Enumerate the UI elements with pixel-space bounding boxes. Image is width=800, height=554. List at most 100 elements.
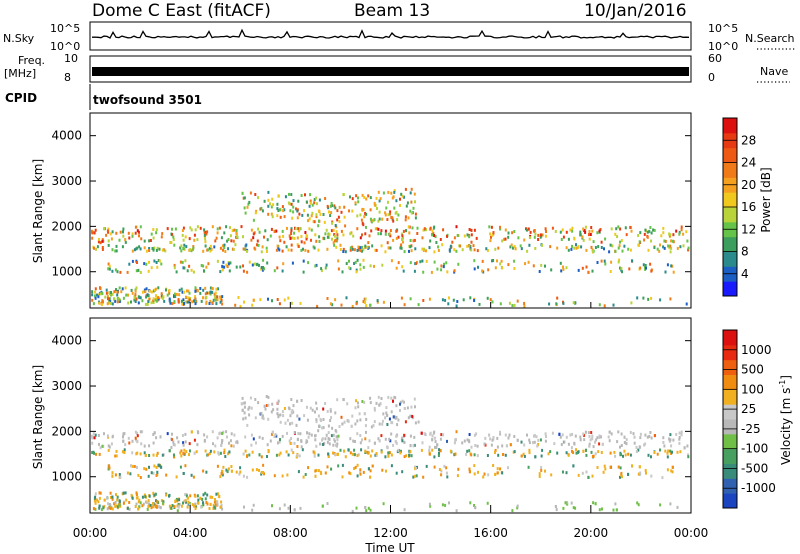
heatmap-cell bbox=[242, 401, 245, 405]
heatmap-cell bbox=[242, 452, 245, 456]
heatmap-cell bbox=[456, 474, 459, 478]
heatmap-cell bbox=[519, 244, 522, 248]
heatmap-cell bbox=[257, 196, 260, 200]
heatmap-cell bbox=[267, 212, 270, 216]
heatmap-cell bbox=[373, 406, 376, 410]
heatmap-cell bbox=[143, 246, 146, 250]
heatmap-cell bbox=[272, 203, 275, 207]
heatmap-cell bbox=[353, 262, 356, 265]
heatmap-cell bbox=[292, 210, 295, 214]
heatmap-cell bbox=[307, 219, 310, 223]
heatmap-cell bbox=[567, 237, 570, 241]
heatmap-cell bbox=[687, 246, 690, 250]
heatmap-cell bbox=[290, 398, 293, 401]
heatmap-cell bbox=[315, 418, 318, 422]
heatmap-cell bbox=[394, 211, 397, 215]
heatmap-cell bbox=[686, 444, 689, 448]
heatmap-cell bbox=[307, 249, 310, 253]
heatmap-cell bbox=[425, 259, 428, 263]
heatmap-cell bbox=[182, 452, 185, 456]
heatmap-cell bbox=[612, 303, 615, 307]
heatmap-cell bbox=[109, 506, 112, 510]
heatmap-cell bbox=[147, 269, 150, 273]
heatmap-cell bbox=[168, 288, 171, 292]
heatmap-cell bbox=[302, 259, 305, 263]
heatmap-cell bbox=[378, 439, 381, 443]
heatmap-cell bbox=[439, 449, 442, 453]
heatmap-cell bbox=[513, 303, 516, 307]
heatmap-cell bbox=[213, 292, 216, 296]
heatmap-cell bbox=[397, 448, 400, 452]
heatmap-cell bbox=[199, 496, 202, 500]
heatmap-cell bbox=[369, 303, 372, 307]
heatmap-cell bbox=[154, 298, 157, 302]
heatmap-cell bbox=[386, 241, 389, 245]
heatmap-cell bbox=[300, 440, 303, 443]
heatmap-cell bbox=[565, 266, 568, 270]
heatmap-cell bbox=[497, 453, 500, 457]
heatmap-cell bbox=[156, 470, 159, 474]
heatmap-cell bbox=[193, 233, 196, 237]
heatmap-cell bbox=[293, 236, 296, 240]
heatmap-cell bbox=[271, 402, 274, 406]
heatmap-cell bbox=[443, 262, 445, 266]
heatmap-cell bbox=[152, 301, 155, 304]
heatmap-cell bbox=[365, 417, 368, 421]
heatmap-cell bbox=[223, 246, 226, 250]
heatmap-cell bbox=[304, 193, 306, 197]
heatmap-cell bbox=[386, 218, 389, 221]
heatmap-cell bbox=[594, 440, 596, 444]
heatmap-cell bbox=[620, 444, 623, 447]
heatmap-cell bbox=[539, 235, 542, 239]
heatmap-cell bbox=[137, 301, 140, 305]
heatmap-cell bbox=[544, 234, 547, 238]
heatmap-cell bbox=[441, 503, 444, 507]
heatmap-cell bbox=[276, 244, 279, 248]
heatmap-cell bbox=[351, 509, 354, 513]
heatmap-cell bbox=[191, 503, 194, 507]
heatmap-cell bbox=[314, 233, 317, 237]
heatmap-cell bbox=[351, 452, 354, 456]
heatmap-cell bbox=[123, 432, 126, 436]
heatmap-cell bbox=[201, 497, 204, 501]
heatmap-cell bbox=[661, 476, 664, 480]
heatmap-cell bbox=[339, 248, 342, 251]
heatmap-cell bbox=[600, 451, 603, 454]
heatmap-cell bbox=[118, 500, 121, 504]
heatmap-cell bbox=[407, 225, 410, 229]
heatmap-cell bbox=[400, 244, 402, 248]
heatmap-cell bbox=[653, 246, 656, 249]
heatmap-cell bbox=[135, 502, 138, 506]
heatmap-cell bbox=[361, 245, 363, 249]
heatmap-cell bbox=[111, 495, 114, 499]
heatmap-cell bbox=[482, 475, 485, 479]
heatmap-cell bbox=[594, 246, 597, 249]
x-tick-label: 08:00 bbox=[273, 526, 308, 540]
heatmap-cell bbox=[133, 248, 136, 252]
heatmap-cell bbox=[608, 430, 611, 434]
heatmap-cell bbox=[108, 464, 111, 468]
heatmap-cell bbox=[281, 269, 284, 273]
heatmap-cell bbox=[473, 248, 476, 252]
heatmap-cell bbox=[336, 453, 339, 456]
heatmap-cell bbox=[523, 304, 526, 308]
heatmap-cell bbox=[591, 434, 594, 438]
heatmap-cell bbox=[533, 434, 536, 437]
heatmap-cell bbox=[687, 455, 690, 459]
heatmap-cell bbox=[139, 501, 142, 505]
heatmap-cell bbox=[442, 433, 445, 437]
heatmap-cell bbox=[388, 232, 391, 236]
heatmap-cell bbox=[134, 225, 137, 229]
heatmap-cell bbox=[208, 507, 211, 510]
heatmap-cell bbox=[209, 249, 212, 253]
heatmap-cell bbox=[378, 217, 381, 221]
heatmap-cell bbox=[151, 247, 154, 250]
heatmap-cell bbox=[183, 499, 186, 503]
heatmap-cell bbox=[533, 440, 536, 444]
heatmap-cell bbox=[333, 233, 336, 237]
heatmap-cell bbox=[333, 204, 336, 208]
heatmap-cell bbox=[206, 502, 209, 506]
heatmap-cell bbox=[147, 300, 150, 303]
power-colorbar-label: Power [dB] bbox=[759, 167, 773, 232]
heatmap-cell bbox=[392, 443, 395, 447]
